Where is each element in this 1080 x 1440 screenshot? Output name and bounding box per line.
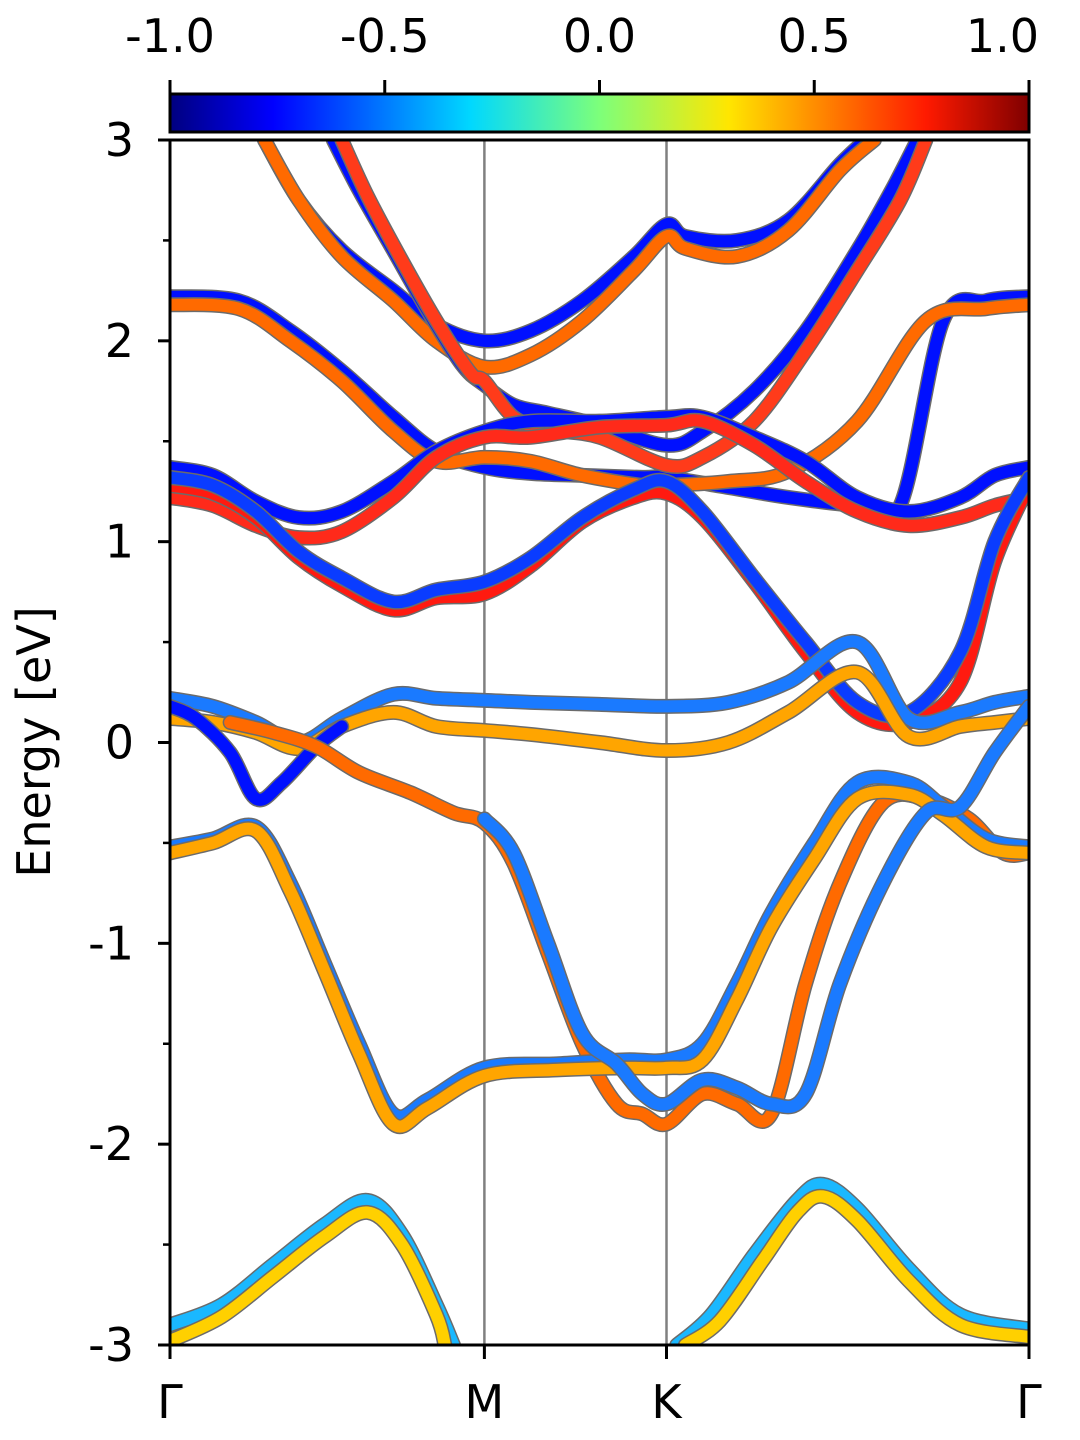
band-line <box>170 1206 451 1345</box>
y-tick-label: -2 <box>88 1117 134 1171</box>
band-line <box>170 298 1029 493</box>
y-axis-label: Energy [eV] <box>7 606 61 877</box>
y-tick-label: -3 <box>88 1318 134 1372</box>
band-line <box>670 1178 1029 1345</box>
k-point-label: Γ <box>1016 1375 1042 1429</box>
band-outline <box>476 698 1029 1115</box>
colorbar-tick-label: 0.0 <box>563 9 636 63</box>
y-tick-label: 3 <box>105 113 134 167</box>
band-line <box>170 290 1029 526</box>
band-line <box>170 471 1029 722</box>
y-tick-label: 0 <box>105 716 134 770</box>
colorbar-tick-label: 1.0 <box>966 9 1039 63</box>
k-point-label: Γ <box>157 1375 183 1429</box>
band-line <box>224 716 1029 1131</box>
band-line <box>170 414 1029 545</box>
colorbar-ticks: -1.0 -0.5 0.0 0.5 1.0 <box>125 9 1039 94</box>
bands <box>170 140 1029 1345</box>
y-tick-label: 1 <box>105 515 134 569</box>
y-tick-label: -1 <box>88 916 134 970</box>
colorbar-tick-label: 0.5 <box>778 9 851 63</box>
k-point-label: M <box>465 1375 505 1429</box>
colorbar-tick-label: -0.5 <box>340 9 430 63</box>
colorbar-tick-label: -1.0 <box>125 9 215 63</box>
y-axis-ticks: 3 2 1 0 -1 -2 -3 <box>88 113 170 1372</box>
y-tick-label: 2 <box>105 314 134 368</box>
band-line <box>478 700 1029 1113</box>
k-point-label: K <box>651 1375 683 1429</box>
band-line <box>258 140 881 374</box>
band-line <box>679 1190 1029 1345</box>
colorbar <box>168 92 1031 134</box>
band-line <box>170 666 1029 757</box>
